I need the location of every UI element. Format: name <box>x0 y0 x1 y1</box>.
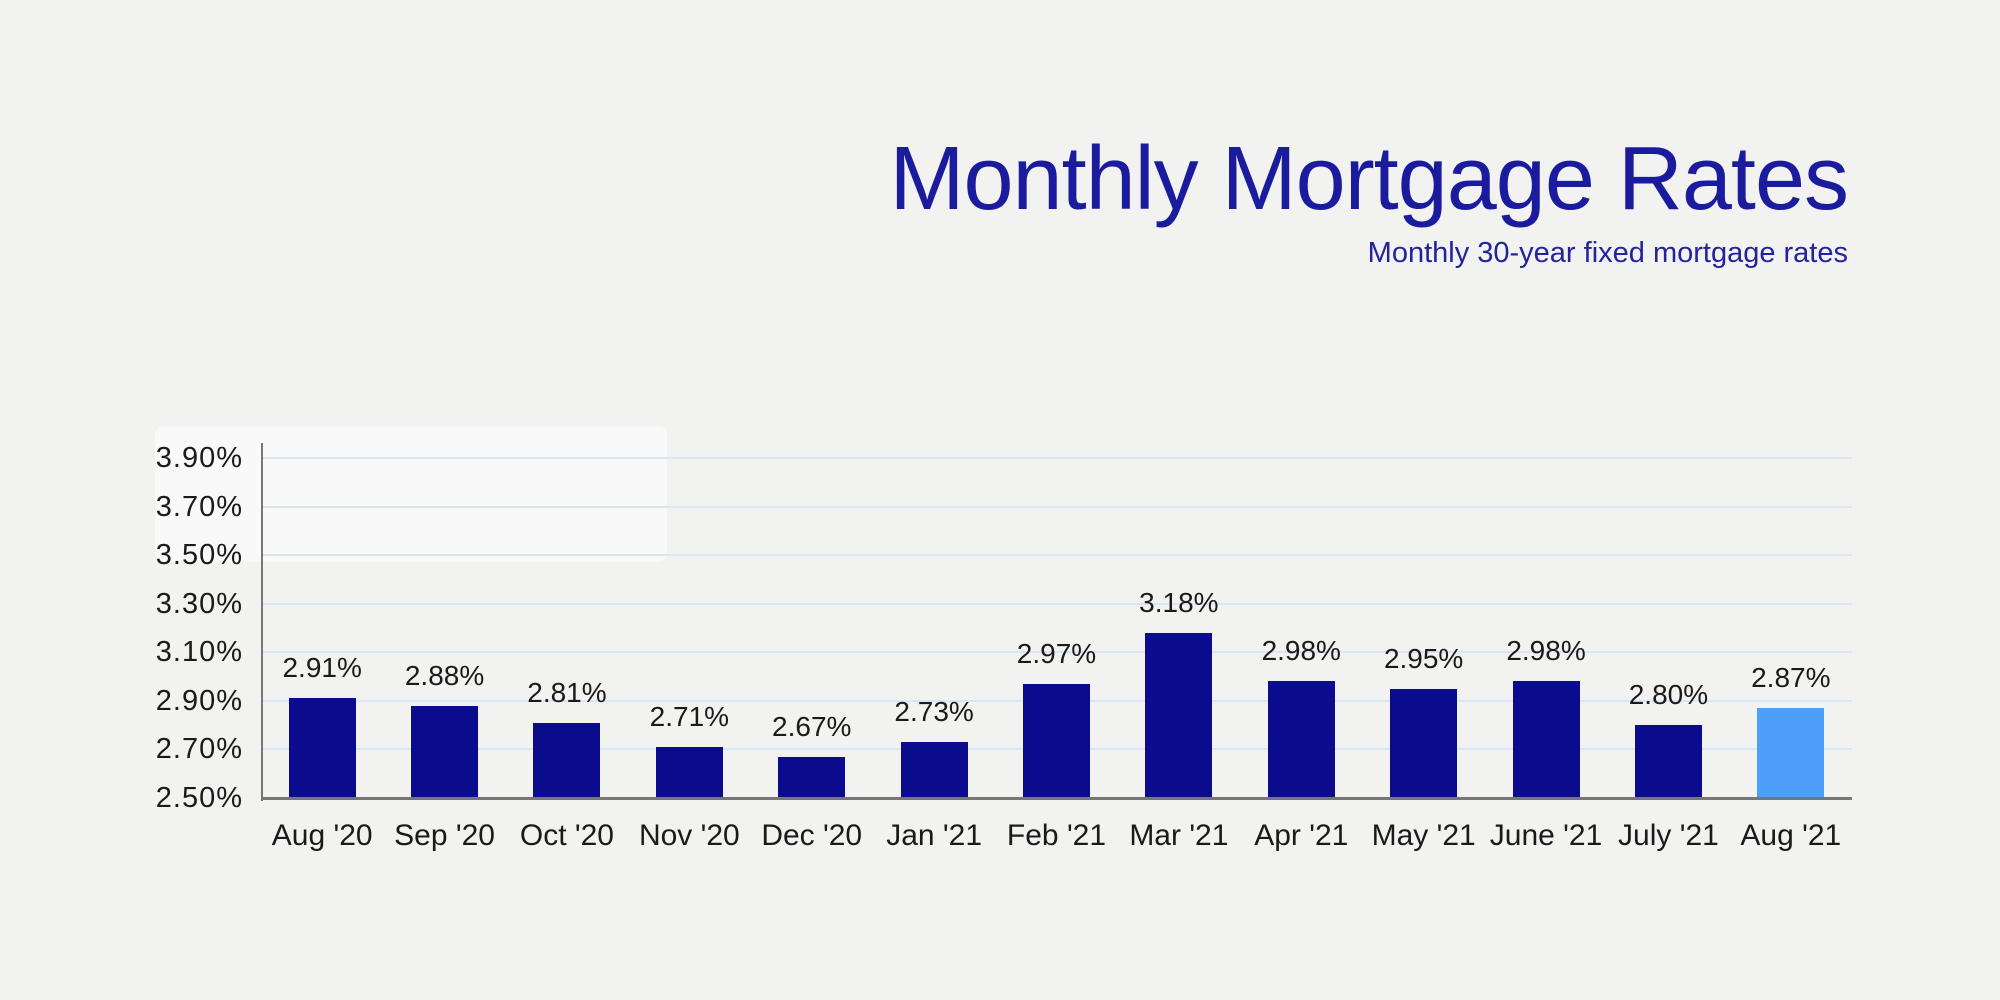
bar-value-label-nov-20: 2.71% <box>649 701 730 732</box>
bar-mar-21 <box>1145 632 1213 798</box>
x-axis-label-june-21: June '21 <box>1489 819 1603 852</box>
y-tick-label: 3.10% <box>155 636 243 669</box>
bar-value-label-aug-21: 2.87% <box>1751 662 1831 694</box>
bar-dec-20 <box>778 756 846 798</box>
bar-may-21 <box>1390 688 1458 798</box>
chart-title: Monthly Mortgage Rates <box>889 129 1849 229</box>
bar-value-label-may-21: 2.95% <box>1383 642 1464 674</box>
y-tick-label: 2.90% <box>155 684 243 717</box>
bar-aug-20 <box>288 698 356 798</box>
bar-value-label-sep-20: 2.88% <box>404 659 485 691</box>
bar-sep-20 <box>411 705 479 798</box>
x-axis-label-jan-21: Jan '21 <box>886 819 983 852</box>
gridline-3.30 <box>261 602 1852 605</box>
gridline-3.50 <box>261 554 1852 557</box>
x-axis-label-may-21: May '21 <box>1371 819 1476 852</box>
bar-feb-21 <box>1023 683 1090 798</box>
x-axis-label-apr-21: Apr '21 <box>1254 819 1349 852</box>
x-axis-label-nov-20: Nov '20 <box>638 819 740 852</box>
x-axis-label-aug-21: Aug '21 <box>1740 819 1842 852</box>
x-axis-label-mar-21: Mar '21 <box>1129 819 1229 852</box>
bar-value-label-aug-20: 2.91% <box>282 652 362 684</box>
bar-nov-20 <box>655 747 723 798</box>
bar-july-21 <box>1634 725 1702 798</box>
bar-value-label-jan-21: 2.73% <box>894 696 974 728</box>
bar-apr-21 <box>1267 681 1335 798</box>
bar-value-label-dec-20: 2.67% <box>772 710 852 742</box>
y-tick-label: 3.70% <box>155 490 243 523</box>
x-axis-label-sep-20: Sep '20 <box>394 819 495 852</box>
bar-jan-21 <box>900 742 968 798</box>
bar-value-label-june-21: 2.98% <box>1506 635 1586 667</box>
chart-subtitle: Monthly 30-year fixed mortgage rates <box>1367 237 1848 269</box>
y-tick-label: 2.50% <box>155 782 243 814</box>
gridline-3.70 <box>261 505 1852 508</box>
bar-value-label-july-21: 2.80% <box>1628 679 1709 711</box>
x-axis-label-aug-20: Aug '20 <box>271 819 373 852</box>
bar-value-label-apr-21: 2.98% <box>1261 635 1341 667</box>
y-tick-label: 3.90% <box>155 442 243 474</box>
x-axis-label-oct-20: Oct '20 <box>519 819 614 852</box>
background-highlight-panel <box>155 426 667 562</box>
x-axis-label-feb-21: Feb '21 <box>1006 819 1107 852</box>
bar-aug-21 <box>1757 708 1825 798</box>
y-tick-label: 3.50% <box>155 539 243 572</box>
y-tick-label: 2.70% <box>155 733 243 766</box>
gridline-3.10 <box>261 651 1852 654</box>
bar-value-label-mar-21: 3.18% <box>1139 586 1219 618</box>
x-axis-label-july-21: July '21 <box>1618 819 1719 852</box>
y-tick-label: 3.30% <box>155 587 243 620</box>
y-axis-line <box>261 443 263 801</box>
bar-june-21 <box>1512 681 1580 798</box>
x-axis-label-dec-20: Dec '20 <box>761 819 863 852</box>
bar-value-label-feb-21: 2.97% <box>1016 637 1097 669</box>
bar-oct-20 <box>533 722 601 798</box>
bar-value-label-oct-20: 2.81% <box>527 676 607 708</box>
x-axis-baseline <box>261 797 1852 800</box>
gridline-3.90 <box>261 457 1852 459</box>
